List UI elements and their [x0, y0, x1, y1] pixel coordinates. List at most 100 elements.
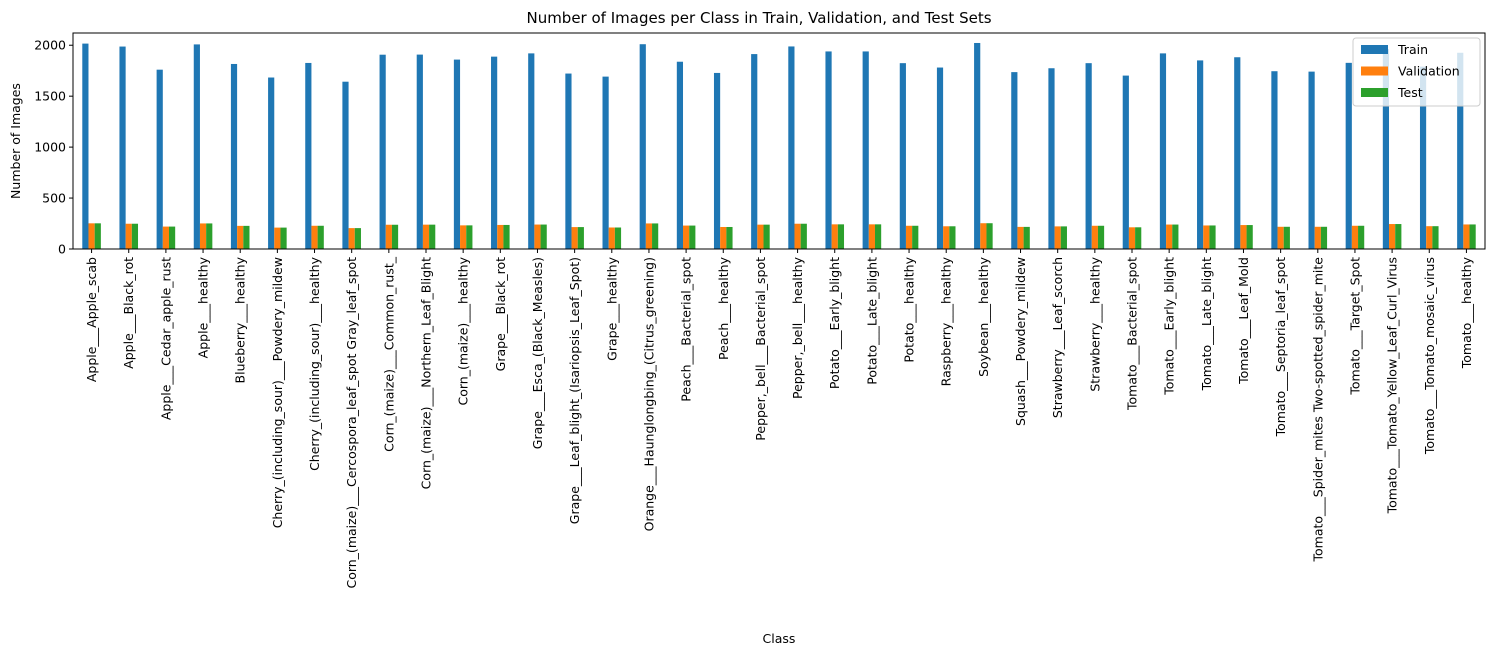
y-tick-label: 1000	[34, 140, 66, 155]
bar-validation	[868, 224, 875, 249]
bar-validation	[497, 224, 504, 249]
x-tick-label: Tomato___Leaf_Mold	[1236, 257, 1251, 385]
bar-train	[453, 59, 461, 250]
bar-test	[949, 226, 956, 249]
bar-train	[788, 46, 795, 250]
x-tick-label: Orange___Haunglongbing_(Citrus_greening)	[641, 257, 656, 531]
bar-test	[354, 228, 361, 249]
bar-test	[429, 224, 436, 249]
x-tick-label: Apple___Apple_scab	[84, 257, 99, 382]
x-tick-label: Cherry_(including_sour)___healthy	[307, 256, 322, 471]
x-tick-label: Cherry_(including_sour)___Powdery_mildew	[270, 257, 285, 528]
bar-validation	[608, 227, 615, 249]
bar-test	[800, 223, 807, 249]
bar-train	[1197, 60, 1204, 249]
x-tick-label: Squash___Powdery_mildew	[1013, 257, 1028, 426]
bar-train	[1085, 63, 1092, 249]
x-tick-label: Corn_(maize)___Common_rust_	[381, 256, 396, 452]
bar-test	[391, 224, 399, 249]
bar-test	[689, 225, 696, 249]
bar-validation	[571, 227, 578, 249]
x-tick-label: Apple___healthy	[196, 256, 211, 358]
bar-train	[193, 44, 200, 249]
bar-test	[131, 223, 139, 249]
x-tick-label: Tomato___Septoria_leaf_spot	[1273, 257, 1288, 437]
bar-train	[936, 67, 944, 249]
bar-validation	[943, 226, 950, 249]
bar-validation	[534, 224, 541, 249]
bar-test	[1246, 225, 1253, 249]
bar-train	[713, 72, 721, 249]
bar-validation	[1203, 225, 1210, 249]
x-tick-label: Grape___Black_rot	[493, 257, 508, 371]
bar-test	[1097, 225, 1105, 249]
bar-test	[837, 224, 845, 249]
x-tick-label: Peach___healthy	[716, 256, 731, 360]
bar-train	[1234, 57, 1241, 249]
x-tick-label: Tomato___healthy	[1459, 256, 1474, 369]
x-axis-title: Class	[763, 631, 796, 646]
bar-validation	[1017, 226, 1024, 249]
x-tick-label: Tomato___Bacterial_spot	[1125, 257, 1140, 411]
bar-train	[1345, 62, 1352, 249]
legend-label-test: Test	[1397, 85, 1423, 100]
legend-swatch-test	[1361, 88, 1388, 97]
bar-validation	[1277, 226, 1284, 249]
bar-validation	[1128, 227, 1136, 249]
bar-validation	[757, 224, 764, 249]
bar-test	[986, 223, 993, 249]
x-tick-label: Soybean___healthy	[976, 256, 991, 377]
bar-test	[466, 225, 473, 249]
bar-validation	[1314, 226, 1321, 249]
bar-test	[1135, 227, 1142, 249]
bar-validation	[905, 225, 913, 249]
bar-train	[119, 46, 126, 249]
x-tick-label: Tomato___Early_blight	[1162, 257, 1177, 396]
bar-train	[1308, 71, 1315, 250]
x-tick-label: Tomato___Target_Spot	[1347, 257, 1362, 396]
bar-train	[156, 69, 163, 250]
bar-validation	[1166, 224, 1173, 249]
bar-validation	[348, 228, 355, 249]
legend-label-validation: Validation	[1398, 64, 1460, 79]
bar-train	[491, 56, 498, 249]
x-tick-label: Tomato___Late_blight	[1199, 257, 1214, 391]
bar-validation	[88, 223, 95, 249]
x-tick-label: Apple___Black_rot	[121, 257, 136, 369]
bar-train	[676, 61, 684, 250]
bar-test	[1469, 224, 1476, 249]
bar-validation	[980, 223, 987, 249]
bar-test	[874, 224, 882, 249]
bar-validation	[1426, 226, 1433, 249]
x-tick-label: Grape___Esca_(Black_Measles)	[530, 257, 545, 449]
bar-validation	[162, 226, 169, 249]
bar-train	[1457, 52, 1464, 249]
bar-test	[577, 227, 584, 249]
x-tick-label: Grape___Leaf_blight_(Isariopsis_Leaf_Spo…	[567, 257, 582, 524]
bar-validation	[1463, 224, 1470, 249]
x-tick-label: Grape___healthy	[604, 256, 619, 360]
bar-test	[540, 224, 547, 249]
y-axis-title: Number of Images	[8, 83, 23, 199]
bar-validation	[1389, 224, 1396, 249]
bar-train	[974, 42, 981, 250]
y-tick-label: 0	[58, 242, 66, 257]
bar-validation	[125, 223, 132, 249]
x-tick-label: Tomato___Spider_mites Two-spotted_spider…	[1310, 257, 1325, 563]
bar-validation	[1351, 225, 1359, 249]
bar-train	[528, 53, 535, 249]
chart-title: Number of Images per Class in Train, Val…	[526, 9, 991, 27]
bar-train	[825, 51, 832, 249]
legend: Train Validation Test	[1352, 37, 1481, 107]
bar-test	[1023, 226, 1030, 249]
bar-train	[565, 73, 572, 249]
bar-test	[912, 225, 919, 249]
bar-test	[1395, 224, 1402, 249]
x-tick-label: Strawberry___healthy	[1087, 256, 1102, 391]
bar-test	[1320, 226, 1328, 249]
bar-train	[751, 54, 758, 250]
bar-train	[305, 62, 312, 250]
bar-test	[503, 224, 510, 249]
x-tick-label: Corn_(maize)___healthy	[456, 256, 471, 405]
y-tick-label: 2000	[34, 38, 66, 53]
